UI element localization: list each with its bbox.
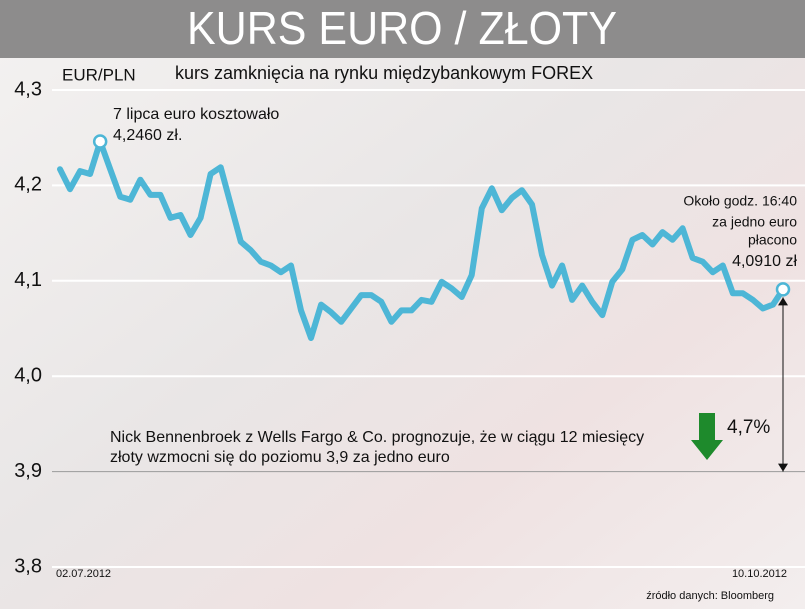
y-tick-label: 4,3 [14,78,42,100]
end-note: za jedno euro [712,214,797,230]
y-tick-label: 4,2 [14,174,42,196]
arrow-head [778,297,788,306]
x-tick-label: 02.07.2012 [56,568,111,580]
highlight-point [775,282,791,297]
y-tick-label: 3,8 [14,555,42,577]
arrow-head [778,463,788,472]
x-tick-label: 10.10.2012 [732,568,787,580]
end-note: Około godz. 16:40 [683,193,797,209]
end-note: 4,0910 zł [732,253,797,270]
y-tick-label: 4,1 [14,269,42,291]
forecast-note: Nick Bennenbroek z Wells Fargo & Co. pro… [110,429,644,446]
price-line [57,138,786,341]
forecast-note: złoty wzmocni się do poziomu 3,9 za jedn… [110,449,450,466]
highlight-point [92,134,108,149]
down-arrow [691,413,723,460]
title-bar [0,0,805,58]
start-note: 7 lipca euro kosztowało [113,106,279,123]
subtitle: kurs zamknięcia na rynku międzybankowym … [175,63,593,83]
start-note: 4,2460 zł. [113,127,182,144]
chart-title: KURS EURO / ZŁOTY [187,2,617,54]
end-note: płacono [748,232,797,248]
y-axis-label: EUR/PLN [62,65,136,84]
source: źródło danych: Bloomberg [646,590,774,602]
y-tick-label: 3,9 [14,460,42,482]
change-label: 4,7% [727,417,770,438]
y-tick-label: 4,0 [14,364,42,386]
